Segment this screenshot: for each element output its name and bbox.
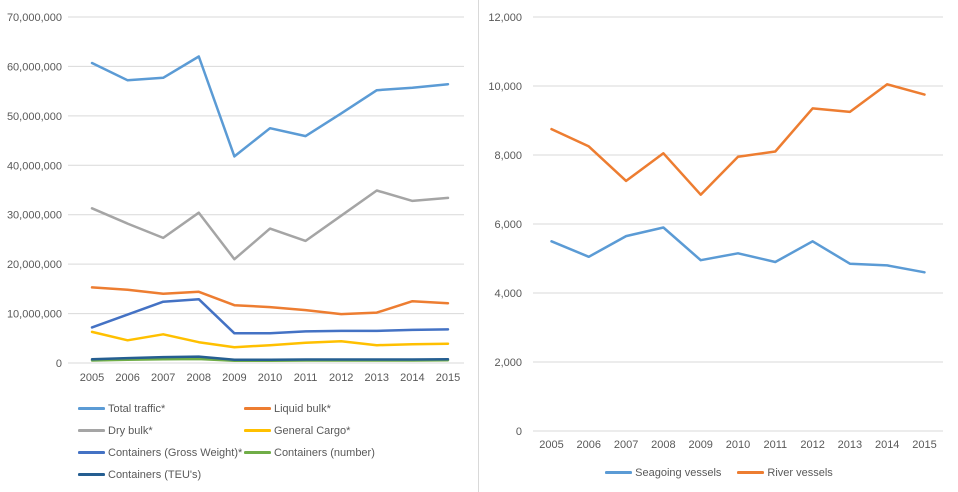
y-tick-label: 10,000 [488, 81, 522, 93]
series-line-liquid-bulk [90, 286, 450, 316]
series-line-seagoing-vessels [550, 226, 926, 274]
x-tick-label: 2015 [912, 439, 936, 451]
x-tick-label: 2013 [365, 372, 389, 384]
x-tick-label: 2010 [258, 372, 282, 384]
vessels-legend: Seagoing vessels River vessels [480, 465, 958, 480]
vessels-chart-panel: 0 2,000 4,000 6,000 8,000 10,000 12,000 2005 200… [480, 0, 958, 492]
x-tick-label: 2007 [614, 439, 638, 451]
x-tick-label: 2010 [726, 439, 750, 451]
x-tick-label: 2007 [151, 372, 175, 384]
y-tick-label: 10,000,000 [7, 309, 62, 321]
chart-svg-0: 0 10,000,000 20,000,000 30,000,000 40,000,00… [7, 12, 464, 384]
y-tick-label: 40,000,000 [7, 160, 62, 172]
x-tick-label: 2006 [115, 372, 139, 384]
legend-item-containers-gross-weight: Containers (Gross Weight)* [78, 445, 244, 460]
legend-swatch-liquid-bulk [244, 407, 271, 410]
series-line-containers-teu-s [90, 355, 450, 362]
legend-item-dry-bulk: Dry bulk* [78, 423, 244, 438]
series-line-dry-bulk [90, 189, 450, 261]
legend-swatch-containers-teu-s [78, 473, 105, 476]
legend-item-containers-teu-s: Containers (TEU's) [78, 467, 244, 482]
legend-item-river-vessels: River vessels [737, 465, 833, 480]
y-tick-label: 50,000,000 [7, 111, 62, 123]
legend-label: River vessels [767, 466, 833, 479]
y-tick-label: 8,000 [494, 150, 522, 162]
legend-swatch-dry-bulk [78, 429, 105, 432]
chart-svg-1: 0 2,000 4,000 6,000 8,000 10,000 12,000 2005 200… [488, 12, 943, 451]
x-tick-label: 2009 [222, 372, 246, 384]
x-tick-label: 2008 [651, 439, 675, 451]
y-tick-label: 30,000,000 [7, 210, 62, 222]
y-tick-label: 0 [56, 358, 62, 370]
x-tick-label: 2013 [838, 439, 862, 451]
legend-swatch-seagoing-vessels [605, 471, 633, 474]
x-tick-label: 2012 [800, 439, 824, 451]
series-line-general-cargo [90, 330, 450, 349]
x-tick-label: 2005 [539, 439, 563, 451]
legend-label: Containers (TEU's) [108, 468, 202, 481]
legend-swatch-containers-gross-weight [78, 451, 105, 454]
legend-swatch-containers-number [244, 451, 271, 454]
legend-item-seagoing-vessels: Seagoing vessels [605, 465, 721, 480]
legend-label: Total traffic* [108, 402, 166, 415]
y-tick-label: 6,000 [494, 219, 522, 231]
x-tick-label: 2014 [400, 372, 424, 384]
series-line-river-vessels [550, 83, 926, 196]
cargo-traffic-plot-area: 0 10,000,000 20,000,000 30,000,000 40,000,00… [0, 0, 478, 492]
y-tick-label: 70,000,000 [7, 12, 62, 24]
x-tick-label: 2009 [688, 439, 712, 451]
legend-swatch-total-traffic [78, 407, 105, 410]
y-tick-label: 0 [516, 426, 522, 438]
cargo-traffic-legend: Total traffic* Liquid bulk* Dry bulk* Gener… [78, 401, 375, 482]
legend-label: General Cargo* [274, 424, 351, 437]
y-tick-label: 12,000 [488, 12, 522, 24]
legend-swatch-river-vessels [737, 471, 765, 474]
legend-label: Containers (Gross Weight)* [108, 446, 243, 459]
series-line-containers-gross-weight [90, 297, 450, 335]
legend-item-liquid-bulk: Liquid bulk* [244, 401, 375, 416]
series-line-total-traffic [90, 55, 450, 158]
legend-label: Dry bulk* [108, 424, 153, 437]
legend-item-total-traffic: Total traffic* [78, 401, 244, 416]
legend-label: Containers (number) [274, 446, 375, 459]
legend-item-general-cargo: General Cargo* [244, 423, 375, 438]
x-tick-label: 2012 [329, 372, 353, 384]
legend-label: Liquid bulk* [274, 402, 331, 415]
x-tick-label: 2011 [763, 439, 787, 451]
x-tick-label: 2011 [294, 372, 318, 384]
y-tick-label: 60,000,000 [7, 61, 62, 73]
panel-divider [478, 0, 479, 492]
x-tick-label: 2014 [875, 439, 899, 451]
cargo-traffic-chart-panel: 0 10,000,000 20,000,000 30,000,000 40,000,00… [0, 0, 478, 492]
y-tick-label: 2,000 [494, 357, 522, 369]
legend-label: Seagoing vessels [635, 466, 722, 479]
vessels-plot-area: 0 2,000 4,000 6,000 8,000 10,000 12,000 2005 200… [480, 0, 958, 492]
y-tick-label: 20,000,000 [7, 259, 62, 271]
x-tick-label: 2008 [187, 372, 211, 384]
x-tick-label: 2005 [80, 372, 104, 384]
legend-swatch-general-cargo [244, 429, 271, 432]
x-tick-label: 2006 [577, 439, 601, 451]
legend-item-containers-number: Containers (number) [244, 445, 375, 460]
x-tick-label: 2015 [436, 372, 460, 384]
y-tick-label: 4,000 [494, 288, 522, 300]
